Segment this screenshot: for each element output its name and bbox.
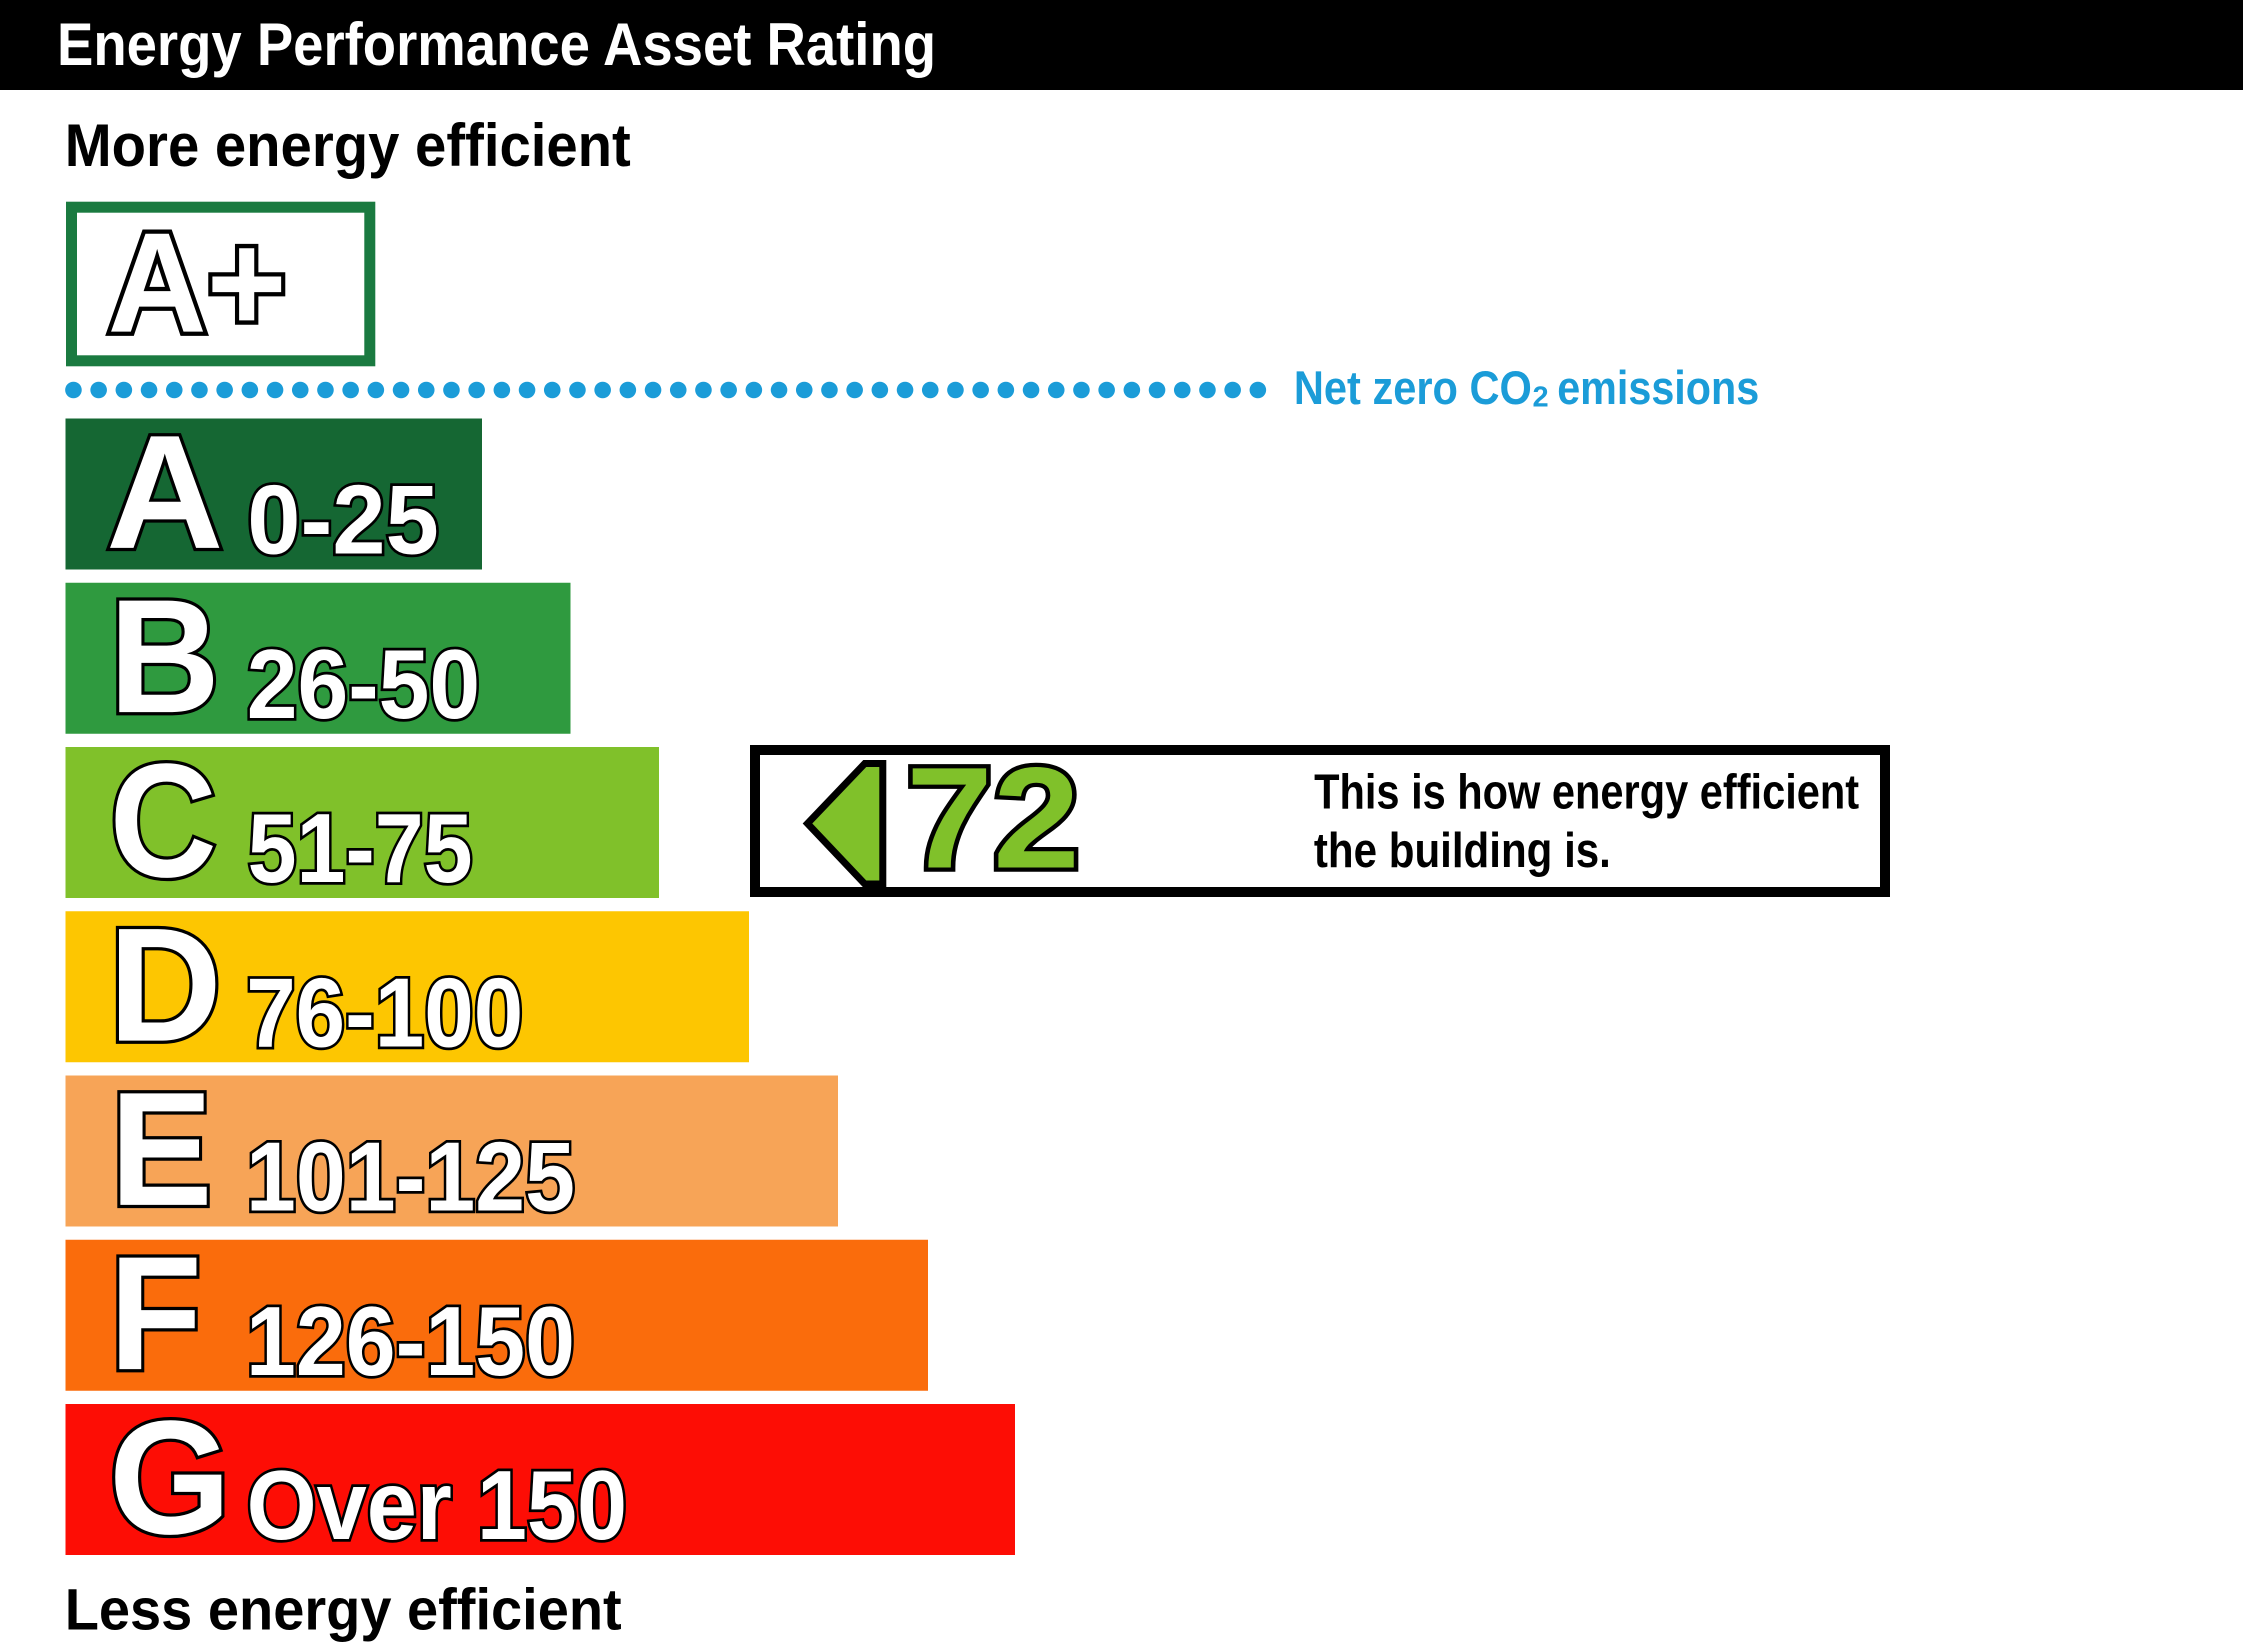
svg-text:Energy Performance Asset Ratin: Energy Performance Asset Rating [57,11,936,78]
svg-text:51-75: 51-75 [248,793,473,903]
svg-text:126-150: 126-150 [246,1286,575,1396]
svg-text:76-100: 76-100 [246,957,523,1067]
svg-text:26-50: 26-50 [247,629,481,739]
svg-text:Less energy efficient: Less energy efficient [65,1578,622,1643]
svg-text:the building is.: the building is. [1314,824,1611,878]
svg-text:F: F [109,1223,202,1404]
svg-text:Net zero CO: Net zero CO [1294,361,1532,414]
svg-text:D: D [109,895,222,1076]
svg-text:This is how energy efficient: This is how energy efficient [1314,766,1859,820]
svg-text:B: B [109,566,220,747]
svg-text:E: E [110,1059,213,1240]
svg-text:72: 72 [906,738,1080,899]
svg-text:Over 150: Over 150 [247,1450,627,1560]
svg-text:0-25: 0-25 [247,465,438,575]
svg-text:More energy efficient: More energy efficient [65,112,631,179]
svg-text:2: 2 [1533,382,1549,414]
svg-text:A: A [106,402,224,583]
svg-text:A+: A+ [108,204,287,363]
svg-text:101-125: 101-125 [246,1122,575,1232]
svg-text:G: G [109,1387,231,1568]
svg-text:emissions: emissions [1557,361,1759,414]
svg-text:C: C [109,730,217,911]
